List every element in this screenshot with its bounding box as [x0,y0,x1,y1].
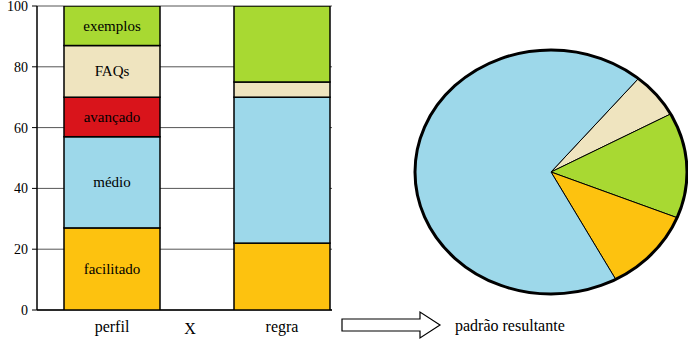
bar-segment [64,46,160,98]
tick-label: 80 [14,60,28,75]
pie-title: padrão resultante [455,317,565,335]
series-label: FAQs [95,63,130,79]
tick-label: 100 [7,0,28,14]
pie [415,50,687,294]
bar-segment [234,82,330,97]
category-label: perfil [95,318,130,336]
arrow [342,312,440,338]
pie-outline [415,50,687,294]
series-label: exemplos [83,18,141,34]
pie-slice [415,50,638,294]
category-label: regra [266,318,299,336]
bars [64,6,330,310]
series-label: médio [93,174,131,190]
series-label: facilitado [84,261,141,277]
chart: 0 20 40 60 80 100 facilitado médio avançado FAQs e… [0,0,688,342]
bar-segment [234,97,330,243]
y-axis [36,6,38,310]
bar-segment [234,243,330,310]
tick-label: 20 [14,242,28,257]
bar-segment [234,6,330,82]
tick-label: 60 [14,121,28,136]
tick-label: 40 [14,181,28,196]
tick-label: 0 [21,303,28,318]
bar-segment [64,6,160,46]
bar-segment [64,97,160,137]
series-label: avançado [84,109,141,125]
bar-segment [64,228,160,310]
bar-segment [64,137,160,228]
annotation: X [184,320,196,337]
